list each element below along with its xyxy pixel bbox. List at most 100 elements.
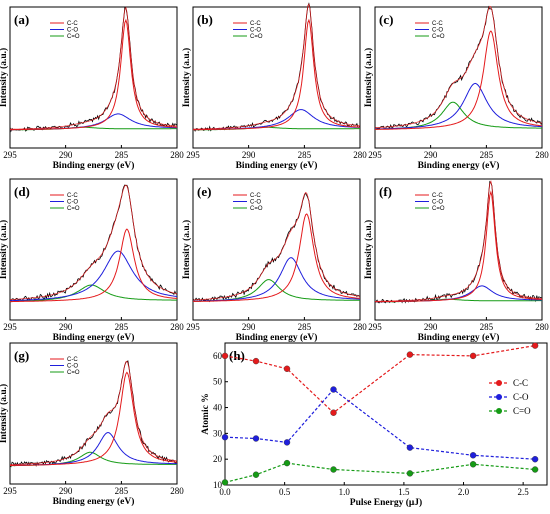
panel-label: (g) (14, 348, 29, 363)
series-line-C-C (224, 345, 536, 414)
panel-label: (a) (14, 12, 29, 27)
xps-panel-e: 295 290 285 280 Binding energy (eV) Intensity… (181, 178, 367, 343)
y-axis-label: Intensity (a.u.) (181, 220, 192, 279)
y-tick-label: 10 (213, 480, 223, 490)
xps-panel-c: 295 290 285 280 Binding energy (eV) Intensity… (363, 5, 549, 171)
x-tick-label: 285 (298, 322, 312, 332)
data-point (330, 409, 337, 416)
legend-label: C-O (250, 200, 261, 206)
data-point (406, 470, 414, 477)
data-point (330, 386, 337, 393)
x-tick-label: 295 (368, 150, 382, 160)
plot-frame (192, 178, 361, 321)
legend-label: C-O (67, 200, 78, 206)
x-tick-label: 295 (3, 150, 17, 160)
data-point (531, 466, 539, 473)
data-point (252, 435, 260, 442)
x-tick-label: 290 (242, 322, 256, 332)
x-tick-label: 295 (186, 322, 200, 332)
fit-envelope-line (9, 184, 178, 300)
y-axis-label: Intensity (a.u.) (363, 220, 374, 279)
x-tick-label: 285 (480, 322, 494, 332)
x-tick-label: 290 (242, 150, 256, 160)
y-tick-label: 30 (213, 428, 223, 438)
fit-c-c-line (375, 30, 543, 130)
x-axis-label: Binding energy (eV) (236, 160, 318, 171)
legend-label: C-C (513, 378, 528, 388)
data-point (221, 434, 229, 441)
x-tick-label: 0.5 (279, 487, 291, 497)
legend-label: C-C (67, 193, 78, 199)
fit-c-c-line (10, 228, 178, 303)
y-axis-label: Intensity (a.u.) (181, 48, 192, 107)
panel-label: (e) (197, 184, 211, 199)
x-axis-label: Binding energy (eV) (236, 332, 318, 343)
legend-label: C-C (250, 193, 261, 199)
x-tick-label: 2.0 (458, 487, 470, 497)
x-tick-label: 285 (480, 150, 494, 160)
y-axis-label: Intensity (a.u.) (0, 384, 9, 443)
data-point (252, 471, 260, 478)
panel-label: (h) (229, 348, 245, 363)
x-tick-label: 290 (59, 486, 73, 496)
fit-c-o-line (193, 257, 360, 302)
fit-envelope-line (9, 360, 178, 466)
fit-c-o-line (10, 431, 177, 466)
xps-panel-b: 295 290 285 280 Binding energy (eV) Intensity… (181, 2, 367, 171)
raw-spectrum-line (374, 180, 542, 304)
legend-marker (496, 380, 502, 386)
x-tick-label: 1.0 (339, 487, 351, 497)
x-tick-label: 280 (535, 322, 549, 332)
raw-spectrum-line (374, 5, 543, 130)
legend-label: C=O (250, 34, 263, 40)
panel-label: (d) (14, 184, 30, 199)
x-tick-label: 295 (186, 150, 200, 160)
panel-label: (b) (197, 12, 213, 27)
data-point (221, 352, 229, 360)
x-axis-label: Binding energy (eV) (53, 496, 135, 507)
x-tick-label: 2.5 (518, 487, 530, 497)
fit-envelope-line (375, 180, 542, 302)
fit-envelope-line (9, 6, 178, 130)
x-tick-label: 285 (115, 486, 129, 496)
legend-label: C=O (513, 406, 531, 416)
fit-envelope-line (375, 5, 543, 129)
x-tick-label: 290 (424, 150, 438, 160)
legend-label: C=O (67, 34, 80, 40)
x-axis-label: Binding energy (eV) (53, 160, 135, 171)
fit-envelope-line (192, 3, 361, 130)
data-point (330, 466, 337, 473)
plot-frame (374, 178, 543, 321)
plot-frame (224, 342, 548, 486)
legend-label: C-O (513, 392, 529, 402)
x-axis-label: Pulse Energy (μJ) (350, 497, 422, 508)
data-point (469, 461, 477, 468)
panel-label: (c) (379, 12, 393, 27)
raw-spectrum-line (9, 6, 178, 133)
legend-marker (496, 408, 502, 414)
fit-c-c-line (193, 18, 361, 131)
fit-c-c-line (10, 371, 178, 466)
y-axis-label: Atomic % (201, 393, 211, 434)
plot-frame (9, 342, 178, 485)
y-axis-label: Intensity (a.u.) (363, 48, 374, 107)
fit-c=o-line (375, 101, 542, 130)
legend-label: C=O (67, 370, 80, 376)
legend-label: C-O (67, 28, 78, 34)
x-axis-label: Binding energy (eV) (418, 332, 500, 343)
x-tick-label: 295 (368, 322, 382, 332)
x-tick-label: 290 (59, 150, 73, 160)
legend-label: C=O (432, 206, 445, 212)
data-point (469, 452, 477, 459)
x-tick-label: 295 (3, 322, 17, 332)
fit-c-c-line (192, 213, 360, 302)
x-tick-label: 295 (3, 486, 17, 496)
legend-label: C-O (432, 200, 443, 206)
x-tick-label: 280 (353, 322, 367, 332)
atomic-percent-panel: 0.0 0.5 1.0 1.5 2.0 2.5 10 20 30 40 50 60 Pulse Ener… (201, 342, 548, 508)
data-point (283, 439, 291, 446)
data-point (531, 456, 539, 463)
y-axis-label: Intensity (a.u.) (0, 220, 9, 279)
legend-label: C=O (250, 206, 263, 212)
